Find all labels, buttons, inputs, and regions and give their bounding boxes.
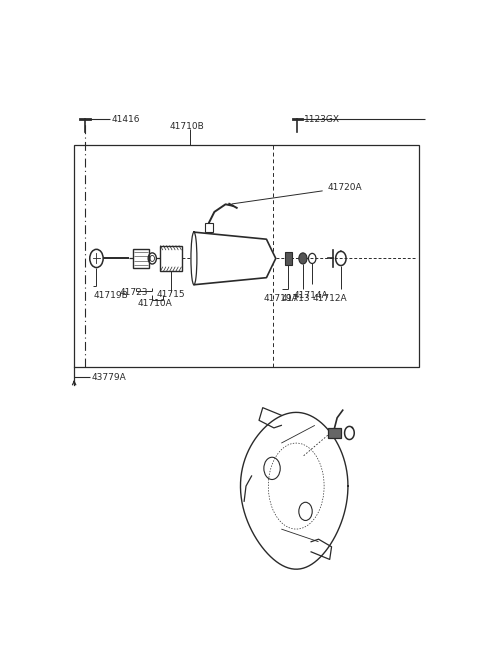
- Text: 41719A: 41719A: [264, 294, 299, 304]
- Text: 41719B: 41719B: [94, 291, 128, 300]
- Text: 41416: 41416: [111, 115, 140, 124]
- Text: 41713: 41713: [282, 294, 311, 304]
- Bar: [285, 252, 292, 265]
- Text: 1123GX: 1123GX: [304, 115, 340, 124]
- Circle shape: [299, 253, 307, 264]
- Text: 41720A: 41720A: [232, 183, 362, 204]
- Bar: [74, 145, 419, 367]
- Text: 43779A: 43779A: [92, 373, 126, 382]
- Bar: [205, 223, 213, 232]
- Text: 41714A: 41714A: [294, 291, 328, 300]
- Ellipse shape: [191, 232, 197, 284]
- Text: 41715: 41715: [156, 290, 185, 300]
- Polygon shape: [240, 413, 348, 569]
- Text: 41712A: 41712A: [312, 294, 347, 304]
- Text: 41710B: 41710B: [169, 122, 204, 131]
- Bar: [160, 246, 182, 271]
- Bar: [328, 428, 341, 438]
- Text: 41723: 41723: [120, 288, 148, 298]
- Polygon shape: [194, 232, 276, 284]
- Bar: [132, 249, 149, 268]
- Text: 41710A: 41710A: [137, 300, 172, 308]
